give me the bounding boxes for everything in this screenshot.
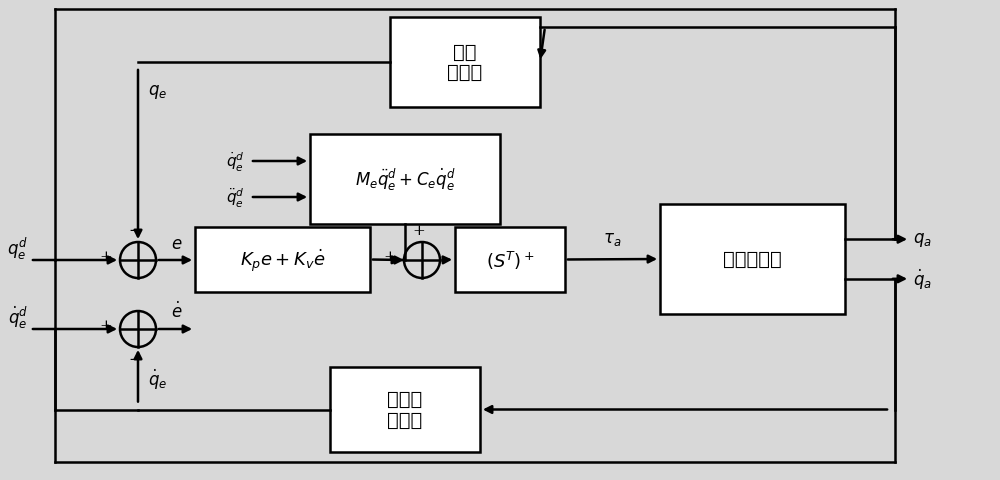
Text: $q_e^d$: $q_e^d$ — [7, 235, 28, 262]
Text: $K_pe+K_v\dot{e}$: $K_pe+K_v\dot{e}$ — [240, 247, 325, 273]
Bar — [310, 135, 500, 225]
Text: $q_e$: $q_e$ — [148, 83, 167, 101]
Text: $M_e\ddot{q}_e^d+C_e\dot{q}_e^d$: $M_e\ddot{q}_e^d+C_e\dot{q}_e^d$ — [355, 167, 455, 192]
Text: −: − — [129, 352, 141, 366]
Text: $q_a$: $q_a$ — [913, 231, 932, 249]
Text: $\dot{q}_a$: $\dot{q}_a$ — [913, 267, 932, 291]
Text: 逆速度
雅克比: 逆速度 雅克比 — [387, 390, 423, 429]
Bar — [330, 367, 480, 452]
Bar — [195, 228, 370, 292]
Text: $\dot{q}_e$: $\dot{q}_e$ — [148, 368, 167, 392]
Text: $\dot{q}_e^d$: $\dot{q}_e^d$ — [8, 304, 28, 330]
Text: 正向
运动学: 正向 运动学 — [447, 44, 483, 82]
Text: $(S^T)^+$: $(S^T)^+$ — [486, 249, 534, 271]
Text: $e$: $e$ — [171, 236, 182, 252]
Text: −: − — [129, 224, 141, 238]
Text: $\dot{e}$: $\dot{e}$ — [171, 301, 182, 321]
Bar — [660, 204, 845, 314]
Text: $\ddot{q}_e^d$: $\ddot{q}_e^d$ — [226, 186, 245, 209]
Text: +: + — [99, 250, 112, 264]
Text: 并联机器人: 并联机器人 — [723, 251, 782, 268]
Text: +: + — [383, 250, 396, 264]
Text: $\tau_a$: $\tau_a$ — [603, 230, 622, 248]
Text: +: + — [99, 318, 112, 332]
Bar — [390, 18, 540, 108]
Text: $\dot{q}_e^d$: $\dot{q}_e^d$ — [226, 150, 245, 173]
Bar — [455, 228, 565, 292]
Text: +: + — [413, 224, 425, 238]
